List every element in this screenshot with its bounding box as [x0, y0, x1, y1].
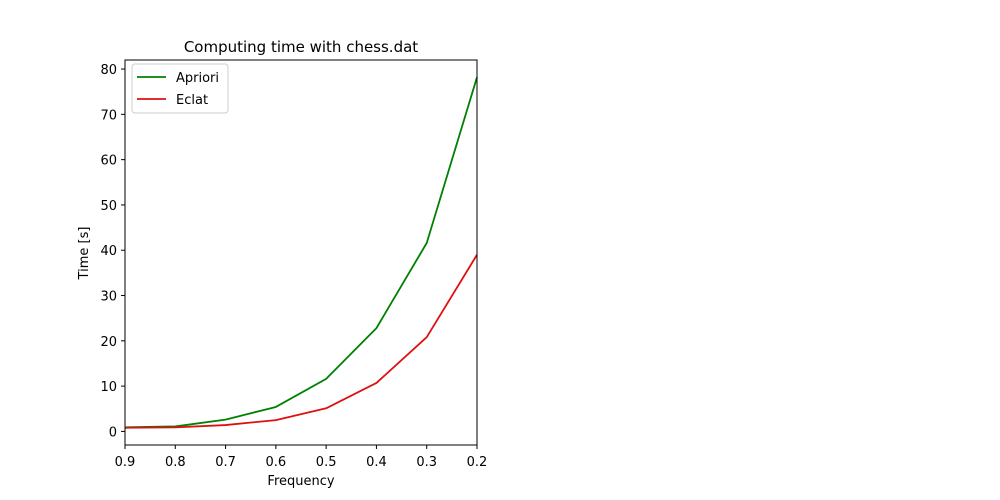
series-line-eclat	[124, 254, 478, 429]
y-tick-label: 10	[100, 380, 117, 395]
x-tick-label: 0.2	[467, 455, 488, 470]
y-tick-label: 20	[100, 335, 117, 350]
x-tick-label: 0.4	[366, 455, 387, 470]
x-tick-label: 0.9	[115, 455, 136, 470]
y-tick-label: 40	[100, 244, 117, 259]
x-tick-label: 0.5	[316, 455, 337, 470]
y-tick-label: 30	[100, 290, 117, 305]
y-tick-label: 50	[100, 199, 117, 214]
y-tick-label: 80	[100, 63, 117, 78]
x-tick-label: 0.8	[165, 455, 186, 470]
plot-area: 0.9 0.8 0.7 0.6 0.5 0.4 0.3 0.2 0 10 20 30 40 50 60 70 8…	[100, 59, 488, 470]
y-tick-label: 70	[100, 108, 117, 123]
x-tick-label: 0.7	[215, 455, 236, 470]
y-tick-label: 0	[109, 425, 117, 440]
legend-label-apriori: Apriori	[176, 71, 219, 86]
x-tick-label: 0.6	[266, 455, 287, 470]
legend-label-eclat: Eclat	[176, 93, 208, 108]
y-tick-label: 60	[100, 154, 117, 169]
x-axis-label: Frequency	[267, 474, 334, 489]
y-axis-label: Time [s]	[77, 227, 92, 281]
plot-frame	[124, 59, 478, 446]
legend: Apriori Eclat	[131, 63, 229, 114]
chart-title: Computing time with chess.dat	[184, 38, 418, 56]
x-tick-label: 0.3	[416, 455, 437, 470]
series-line-apriori	[124, 76, 478, 429]
